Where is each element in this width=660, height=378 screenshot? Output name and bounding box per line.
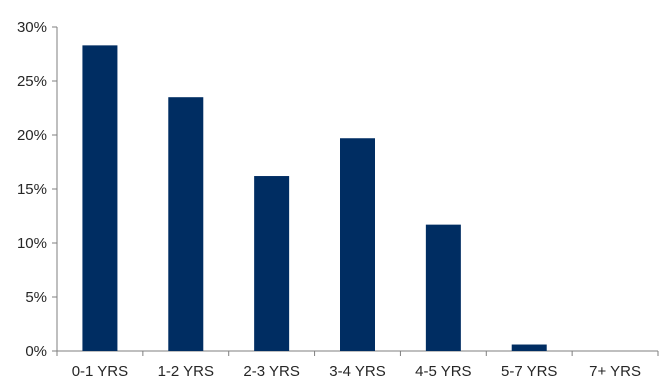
x-axis: 0-1 YRS 1-2 YRS 2-3 YRS 3-4 YRS 4-5 YRS 5-7 Y… xyxy=(56,350,659,378)
y-tick-label: 5% xyxy=(25,289,47,306)
x-tick-label: 5-7 YRS xyxy=(501,363,557,378)
y-tick-label: 0% xyxy=(25,343,47,360)
bar-4-5-yrs xyxy=(425,224,461,351)
x-tick-label: 0-1 YRS xyxy=(72,363,128,378)
x-tick-label: 4-5 YRS xyxy=(415,363,471,378)
bars xyxy=(82,45,547,352)
y-tick-label: 15% xyxy=(17,181,47,198)
x-tick-label: 2-3 YRS xyxy=(243,363,299,378)
bar-1-2-yrs xyxy=(168,97,204,351)
bar-2-3-yrs xyxy=(254,176,290,351)
x-tick-label: 1-2 YRS xyxy=(158,363,214,378)
y-tick-label: 25% xyxy=(17,73,47,90)
y-axis: 0% 5% 10% 15% 20% 25% 30% xyxy=(17,19,58,360)
bar-3-4-yrs xyxy=(340,138,375,351)
y-tick-label: 30% xyxy=(17,19,47,36)
x-tick-label: 7+ YRS xyxy=(589,363,641,378)
x-tick-label: 3-4 YRS xyxy=(329,363,385,378)
y-tick-label: 10% xyxy=(17,235,47,252)
bar-5-7-yrs xyxy=(511,344,547,351)
y-tick-label: 20% xyxy=(17,127,47,144)
bar-0-1-yrs xyxy=(82,45,118,352)
